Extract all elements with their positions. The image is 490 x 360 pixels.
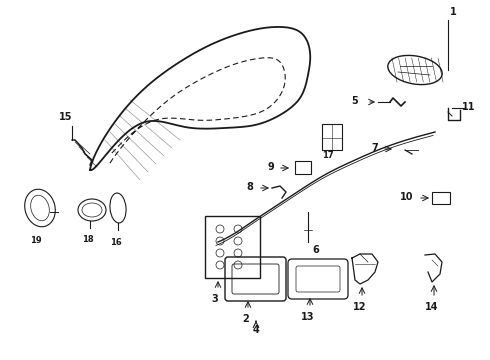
Bar — [205, 216, 260, 278]
Bar — [432, 192, 450, 204]
Bar — [322, 124, 342, 150]
Text: 8: 8 — [246, 182, 253, 192]
Text: 7: 7 — [371, 143, 378, 153]
Text: 11: 11 — [462, 102, 475, 112]
Text: 1: 1 — [450, 7, 457, 17]
Text: 13: 13 — [301, 312, 315, 322]
Text: 17: 17 — [322, 151, 334, 160]
Text: 2: 2 — [243, 314, 249, 324]
Text: 16: 16 — [110, 238, 122, 247]
Text: 18: 18 — [82, 235, 94, 244]
Text: 4: 4 — [253, 325, 259, 335]
Ellipse shape — [110, 193, 126, 223]
Ellipse shape — [78, 199, 106, 221]
Text: 6: 6 — [312, 245, 319, 255]
Ellipse shape — [388, 55, 442, 85]
Text: 5: 5 — [351, 96, 358, 106]
Bar — [295, 161, 311, 174]
Text: 14: 14 — [425, 302, 439, 312]
Text: 10: 10 — [399, 192, 413, 202]
Text: 12: 12 — [353, 302, 367, 312]
Text: 15: 15 — [59, 112, 73, 122]
Text: 19: 19 — [30, 236, 42, 245]
Text: 9: 9 — [267, 162, 274, 172]
Text: 3: 3 — [212, 294, 219, 304]
Ellipse shape — [24, 189, 55, 227]
